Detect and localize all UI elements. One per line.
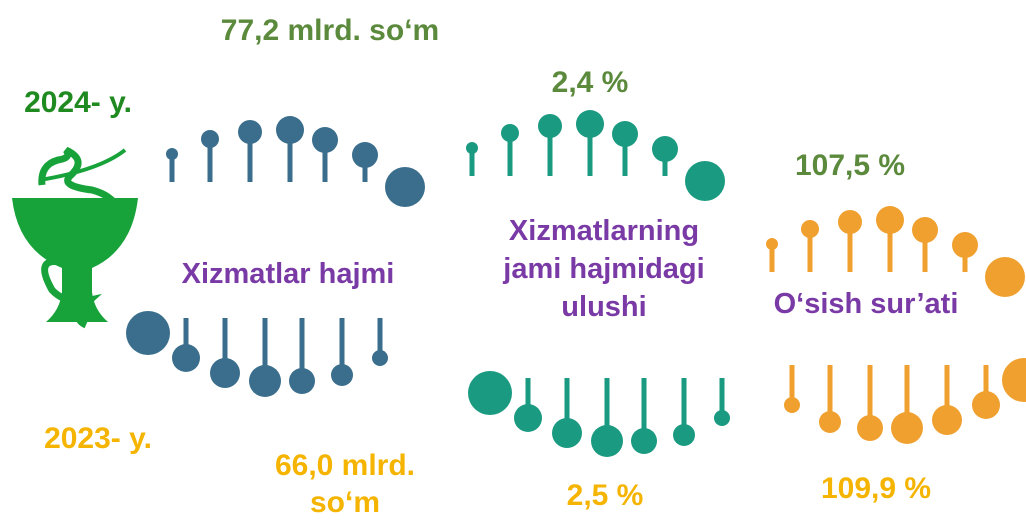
lollipop-head (576, 110, 604, 138)
lollipop-head (172, 344, 200, 372)
value-current: 107,5 % (795, 149, 905, 182)
lollipop-head (685, 161, 725, 201)
lollipop-head (331, 364, 353, 386)
lollipop-head (801, 220, 819, 238)
lollipop-head (201, 130, 219, 148)
group-label: Xizmatlarning (509, 215, 699, 247)
year-previous: 2023- y. (44, 422, 152, 455)
value-previous: 66,0 mlrd. (275, 449, 415, 482)
lollipop-head (985, 257, 1025, 297)
lollipop-head (466, 142, 478, 154)
lollipop-head (819, 411, 841, 433)
lollipop-head (912, 217, 938, 243)
group-label: jami hajmidagi (502, 253, 704, 285)
pharmacy-icon (12, 146, 138, 329)
lollipop-head (652, 136, 678, 162)
lollipop-head (552, 418, 582, 448)
year-current: 2024- y. (24, 86, 132, 119)
value-current: 2,4 % (552, 66, 629, 99)
lollipop-head (714, 410, 730, 426)
lollipop-head (372, 350, 388, 366)
lollipop-head (631, 428, 657, 454)
lollipop-head (166, 148, 178, 160)
lollipop-head (673, 424, 695, 446)
lollipop-head (501, 124, 519, 142)
lollipop-head (312, 127, 338, 153)
lollipop-head (591, 425, 623, 457)
lollipop-head (210, 358, 240, 388)
lollipop-head (932, 405, 962, 435)
lollipop-head (385, 167, 425, 207)
lollipop-head (612, 121, 638, 147)
lollipop-head (952, 232, 978, 258)
lollipop-head (514, 404, 542, 432)
lollipop-head (891, 412, 923, 444)
lollipop-head (857, 415, 883, 441)
lollipop-head (538, 114, 562, 138)
value-previous: 2,5 % (567, 479, 644, 512)
lollipop-head (276, 116, 304, 144)
lollipop-head (838, 210, 862, 234)
lollipop-head (972, 391, 1000, 419)
lollipop-head (249, 365, 281, 397)
value-current: 77,2 mlrd. so‘m (221, 14, 439, 47)
lollipop-head (238, 120, 262, 144)
lollipop-head (1002, 358, 1026, 402)
lollipop-head (784, 397, 800, 413)
value-previous: so‘m (310, 486, 380, 519)
group-label: Xizmatlar hajmi (182, 258, 395, 290)
lollipop-head (468, 371, 512, 415)
lollipop-head (126, 311, 170, 355)
group-label: O‘sish sur’ati (774, 288, 959, 320)
lollipop-head (766, 238, 778, 250)
group-label: ulushi (561, 291, 646, 323)
lollipop-head (289, 368, 315, 394)
value-previous: 109,9 % (821, 472, 931, 505)
lollipop-head (352, 142, 378, 168)
lollipop-head (876, 206, 904, 234)
